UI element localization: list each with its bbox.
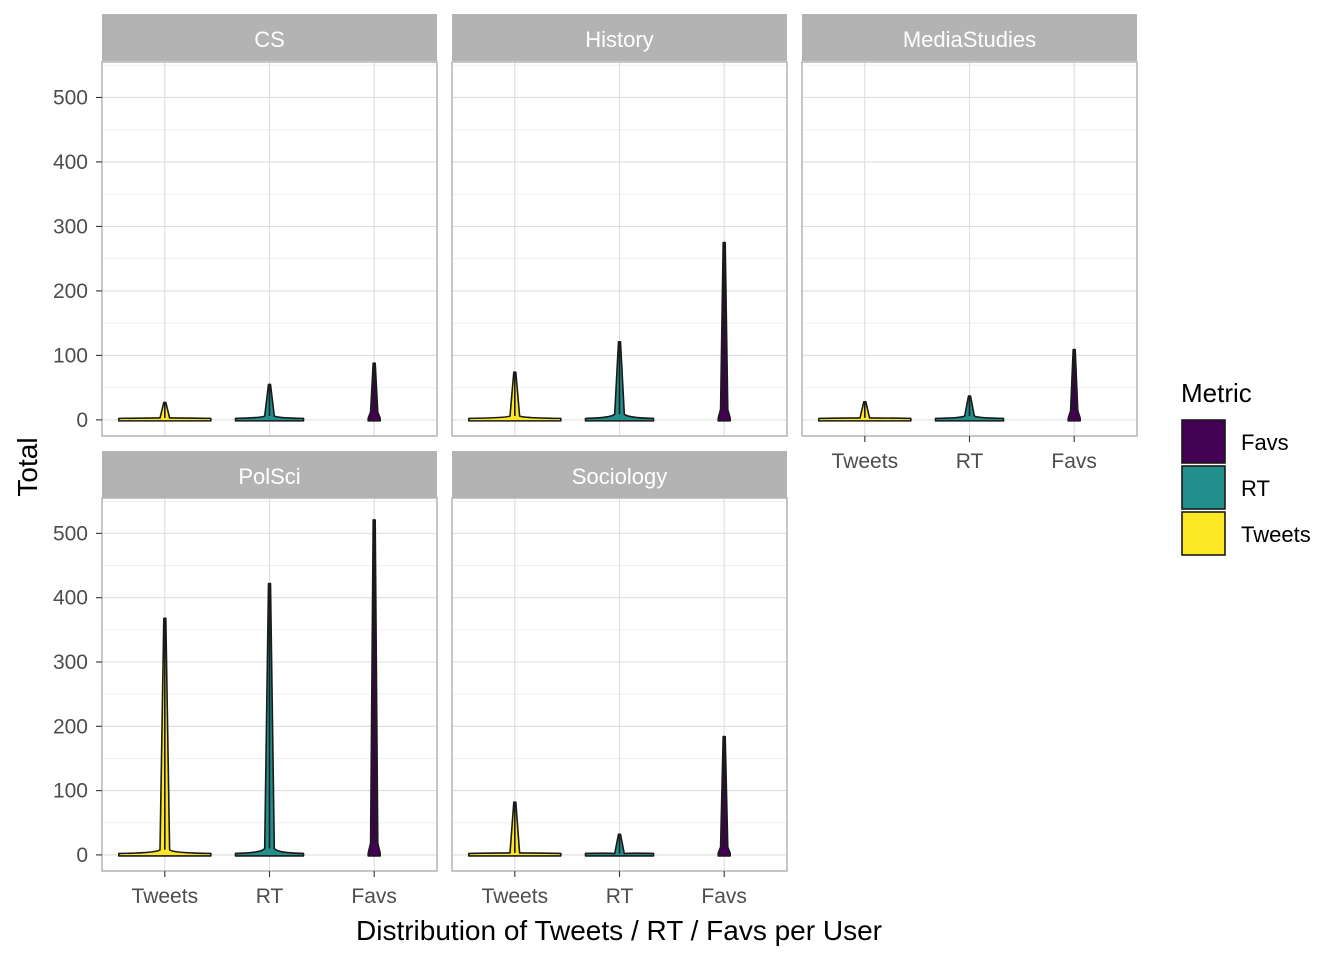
y-axis-title: Total [12,437,43,496]
violin-mediastudies-tweets [818,401,912,422]
panel-sociology: Sociology [451,451,788,872]
violin-mediastudies-rt [934,395,1005,422]
panel-cs: CS [101,14,438,437]
legend-entry-rt: RT [1181,465,1270,510]
x-tick-label: Favs [351,885,397,908]
y-tick-label: 400 [53,587,88,610]
x-tick-label: Favs [1051,450,1097,473]
violin-history-rt [584,341,655,422]
facet-strip [102,451,437,498]
y-tick-label: 200 [53,280,88,303]
facet-strip [802,14,1137,61]
legend-label: Favs [1241,430,1289,455]
y-tick-label: 300 [53,651,88,674]
x-tick-label: Favs [701,885,747,908]
facet-strip-label: MediaStudies [903,27,1036,52]
facet-strip [452,14,787,61]
y-tick-label: 0 [76,409,88,432]
violin-cs-tweets [118,401,212,422]
violin-mediastudies-favs [1067,348,1081,422]
y-tick-label: 400 [53,151,88,174]
legend-entry-tweets: Tweets [1181,511,1311,556]
legend: Metric Favs RT Tweets [1181,378,1311,556]
legend-label: RT [1241,476,1270,501]
legend-swatch [1181,511,1226,556]
legend-swatch [1181,419,1226,464]
legend-title: Metric [1181,378,1252,408]
violin-sociology-rt [584,833,655,857]
facet-strip-label: History [585,27,653,52]
legend-label: Tweets [1241,522,1311,547]
facet-strip-label: CS [254,27,285,52]
facet-strip-label: PolSci [238,464,300,489]
x-tick-label: RT [256,885,284,908]
y-tick-label: 500 [53,86,88,109]
panel-history: History [451,14,788,437]
panel-mediastudies: MediaStudies [801,14,1138,437]
violin-history-tweets [468,371,562,422]
legend-entries: Favs RT Tweets [1181,419,1311,556]
facet-strip [102,14,437,61]
facet-strip [452,451,787,498]
violin-sociology-favs [717,735,731,857]
panels-layer: CS History MediaStudies PolSci Sociology [101,14,1138,872]
panel-polsci: PolSci [101,451,438,872]
y-tick-label: 100 [53,344,88,367]
y-tick-label: 100 [53,780,88,803]
facet-strip-label: Sociology [572,464,667,489]
x-tick-label: Tweets [832,450,899,473]
legend-swatch [1181,465,1226,510]
x-tick-label: RT [956,450,984,473]
violin-polsci-favs [367,519,381,857]
panel-border [101,61,438,437]
axes-layer: 0 100 200 300 400 500 Tweets RT Favs 0 100 200 300 40… [53,86,1097,908]
y-tick-label: 0 [76,844,88,867]
violin-sociology-tweets [468,801,562,857]
violin-polsci-tweets [118,617,212,857]
x-axis-title: Distribution of Tweets / RT / Favs per U… [356,915,882,946]
x-tick-label: Tweets [132,885,199,908]
violin-history-favs [717,241,731,422]
x-tick-label: RT [606,885,634,908]
x-tick-label: Tweets [482,885,549,908]
violin-cs-favs [367,362,381,422]
panel-border [451,61,788,437]
y-tick-label: 500 [53,522,88,545]
violin-cs-rt [234,383,305,422]
y-tick-label: 300 [53,215,88,238]
legend-entry-favs: Favs [1181,419,1289,464]
violin-polsci-rt [234,582,305,857]
y-tick-label: 200 [53,715,88,738]
